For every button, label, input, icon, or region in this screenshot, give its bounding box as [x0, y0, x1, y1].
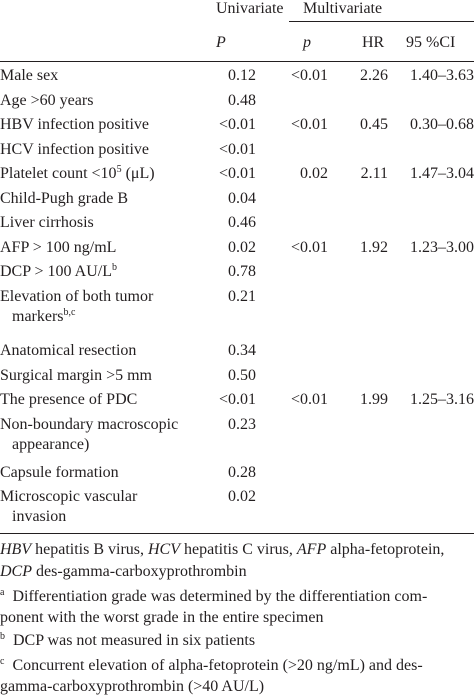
header-p-univariate: P: [216, 34, 226, 51]
header-multivariate: Multivariate: [303, 0, 383, 17]
footnote-a-line-1: a Differentiation grade was determined b…: [0, 587, 428, 606]
table-row: Age >60 years 0.48: [0, 93, 474, 117]
row-multivariate-p: 0.02: [300, 165, 328, 182]
row-univariate-p: 0.02: [228, 239, 256, 256]
row-multivariate-p: <0.01: [290, 67, 328, 84]
row-univariate-p: <0.01: [218, 391, 256, 408]
row-label: Microscopic vascular: [0, 488, 138, 505]
row-label: Platelet count <105 (μL): [0, 164, 155, 182]
table-row: Liver cirrhosis 0.46: [0, 215, 474, 239]
row-univariate-p: 0.46: [228, 214, 256, 231]
row-label-continuation: appearance): [12, 436, 90, 453]
row-label: Capsule formation: [0, 464, 119, 481]
footnote-b: b DCP was not measured in six patients: [0, 631, 256, 650]
row-label: Age >60 years: [0, 92, 94, 109]
table-bottom-rule: [0, 533, 474, 534]
row-label-continuation: markersb,c: [12, 307, 76, 325]
footnote-marker: b: [0, 631, 5, 642]
row-label: Surgical margin >5 mm: [0, 367, 152, 384]
row-label: AFP > 100 ng/mL: [0, 239, 117, 256]
row-ci: 1.23–3.00: [410, 239, 474, 256]
footnote-c-line-1: c Concurrent elevation of alpha-fetoprot…: [0, 656, 423, 675]
table-row: Non-boundary macroscopic appearance) 0.2…: [0, 417, 474, 461]
row-univariate-p: 0.04: [228, 190, 256, 207]
footnote-a-line-2: ponent with the worst grade in the entir…: [0, 609, 324, 626]
row-ci: 1.40–3.63: [410, 67, 474, 84]
row-ci: 0.30–0.68: [410, 116, 474, 133]
row-label: Child-Pugh grade B: [0, 190, 128, 207]
table-row: AFP > 100 ng/mL 0.02 <0.01 1.92 1.23–3.0…: [0, 240, 474, 264]
row-univariate-p: 0.21: [228, 288, 256, 305]
table-row: HCV infection positive <0.01: [0, 142, 474, 166]
table-row: The presence of PDC <0.01 <0.01 1.99 1.2…: [0, 392, 474, 416]
row-univariate-p: 0.28: [228, 464, 256, 481]
row-multivariate-p: <0.01: [290, 391, 328, 408]
row-hr: 1.99: [360, 391, 388, 408]
header-ci: 95 %CI: [406, 34, 456, 51]
table-row: Male sex 0.12 <0.01 2.26 1.40–3.63: [0, 68, 474, 92]
table-row: Anatomical resection 0.34: [0, 343, 474, 367]
header-hr: HR: [362, 34, 385, 51]
row-label: HBV infection positive: [0, 116, 150, 133]
row-ci: 1.47–3.04: [410, 165, 474, 182]
footnote-marker: a: [0, 587, 5, 598]
row-hr: 2.11: [360, 165, 388, 182]
row-univariate-p: <0.01: [218, 141, 256, 158]
header-p-multivariate: p: [303, 34, 311, 51]
row-label: Elevation of both tumor: [0, 288, 154, 305]
row-ci: 1.25–3.16: [410, 391, 474, 408]
row-multivariate-p: <0.01: [290, 239, 328, 256]
table-row: Microscopic vascular invasion 0.02: [0, 489, 474, 533]
table-row: Elevation of both tumor markersb,c 0.21: [0, 289, 474, 333]
header-bottom-rule: [0, 61, 474, 62]
row-hr: 0.45: [360, 116, 388, 133]
footnote-c-line-2: gamma-carboxyprothrombin (>40 AU/L): [0, 678, 265, 695]
table-row: Capsule formation 0.28: [0, 465, 474, 489]
table-row: Child-Pugh grade B 0.04: [0, 191, 474, 215]
row-hr: 2.26: [360, 67, 388, 84]
table-row: DCP > 100 AU/Lb 0.78: [0, 262, 474, 288]
table-row: Surgical margin >5 mm 0.50: [0, 368, 474, 392]
header-univariate: Univariate: [216, 0, 284, 17]
row-univariate-p: 0.78: [228, 263, 256, 280]
row-univariate-p: <0.01: [218, 116, 256, 133]
footnote-marker: c: [0, 656, 5, 667]
row-univariate-p: 0.48: [228, 92, 256, 109]
row-univariate-p: 0.50: [228, 367, 256, 384]
row-univariate-p: 0.23: [228, 416, 256, 433]
table-row: HBV infection positive <0.01 <0.01 0.45 …: [0, 117, 474, 141]
row-label: Non-boundary macroscopic: [0, 416, 179, 433]
row-label: Male sex: [0, 67, 59, 84]
row-univariate-p: 0.34: [228, 342, 256, 359]
row-univariate-p: 0.12: [228, 67, 256, 84]
row-hr: 1.92: [360, 239, 388, 256]
row-label: DCP > 100 AU/Lb: [0, 262, 117, 280]
row-label: HCV infection positive: [0, 141, 150, 158]
table-row: Platelet count <105 (μL) <0.01 0.02 2.11…: [0, 164, 474, 190]
multivariate-span-rule: [289, 21, 474, 22]
row-label-continuation: invasion: [12, 508, 67, 525]
row-label: Anatomical resection: [0, 342, 137, 359]
footnote-abbreviations-line-2: DCP des-gamma-carboxyprothrombin: [0, 563, 247, 580]
row-univariate-p: 0.02: [228, 488, 256, 505]
row-label: Liver cirrhosis: [0, 214, 94, 231]
row-univariate-p: <0.01: [218, 165, 256, 182]
footnote-abbreviations-line-1: HBV hepatitis B virus, HCV hepatitis C v…: [0, 541, 445, 558]
row-multivariate-p: <0.01: [290, 116, 328, 133]
row-label: The presence of PDC: [0, 391, 138, 408]
